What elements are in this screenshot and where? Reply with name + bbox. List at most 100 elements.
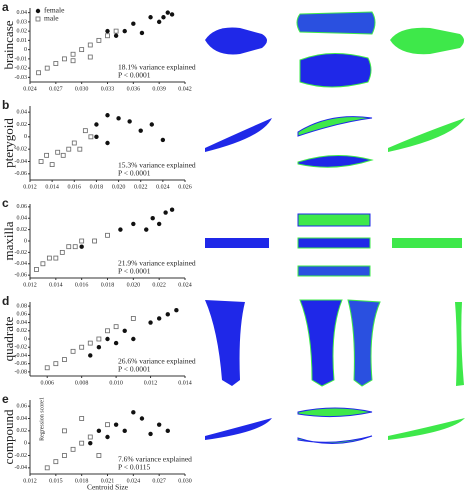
y-tick-label: -0.08 xyxy=(15,369,28,375)
row-label: maxilla xyxy=(1,221,16,260)
point xyxy=(122,428,127,434)
point xyxy=(127,119,132,124)
point xyxy=(161,15,166,20)
y-tick-label: 0 xyxy=(24,238,27,244)
point xyxy=(79,238,85,244)
point xyxy=(94,122,99,127)
y-tick-label: 0.04 xyxy=(17,320,28,326)
annotation: P < 0.0001 xyxy=(118,365,151,374)
point xyxy=(113,324,119,330)
point xyxy=(79,244,84,249)
point xyxy=(40,261,46,267)
x-tick-label: 0.024 xyxy=(23,86,37,92)
render xyxy=(299,52,372,88)
point xyxy=(113,422,119,427)
point xyxy=(105,113,110,118)
row-label: quadrate xyxy=(1,316,16,361)
point xyxy=(165,428,170,434)
bone-renders xyxy=(205,11,465,445)
point xyxy=(156,316,162,321)
render xyxy=(297,154,374,168)
x-tick-label: 0.039 xyxy=(152,86,166,92)
point xyxy=(36,70,42,76)
x-tick-label: 0.022 xyxy=(152,282,166,288)
point xyxy=(70,58,76,64)
point xyxy=(79,440,85,446)
point xyxy=(53,255,59,261)
point xyxy=(70,446,76,452)
y-tick-label: -0.04 xyxy=(15,159,28,165)
point xyxy=(44,65,50,71)
point xyxy=(38,159,44,164)
y-tick-label: -0.02 xyxy=(15,147,28,153)
point xyxy=(96,37,102,43)
point xyxy=(139,416,145,421)
render xyxy=(205,27,267,55)
point xyxy=(148,15,153,20)
render xyxy=(205,238,269,248)
y-tick-label: -0.02 xyxy=(15,453,28,459)
point xyxy=(34,267,39,272)
panel-letter: a xyxy=(2,0,9,14)
y-tick-label: -0.03 xyxy=(15,75,28,81)
render xyxy=(347,299,381,387)
y-tick-label: -0.06 xyxy=(15,273,28,279)
point xyxy=(160,137,166,143)
x-tick-label: 0.027 xyxy=(49,86,63,92)
point xyxy=(46,255,52,261)
point xyxy=(122,28,127,34)
x-tick-label: 0.042 xyxy=(178,86,192,92)
render xyxy=(392,238,462,248)
point xyxy=(96,345,102,350)
point xyxy=(156,422,162,427)
x-tick-label: 0.024 xyxy=(156,184,170,190)
point xyxy=(131,410,136,415)
point xyxy=(105,328,110,334)
point xyxy=(87,42,93,48)
y-tick-label: -0.06 xyxy=(15,361,28,367)
x-tick-label: 0.018 xyxy=(90,184,104,190)
x-tick-label: 0.018 xyxy=(75,478,89,484)
annotation: 26.6% variance explained xyxy=(118,357,196,366)
point xyxy=(139,30,145,36)
x-tick-label: 0.033 xyxy=(101,86,115,92)
annotation: P < 0.0001 xyxy=(118,169,151,178)
annotation: 18.1% variance explained xyxy=(118,63,196,72)
x-tick-label: 0.012 xyxy=(23,282,37,288)
point xyxy=(88,134,94,140)
x-tick-label: 0.016 xyxy=(68,184,82,190)
x-tick-label: 0.010 xyxy=(109,380,123,386)
point xyxy=(53,361,59,367)
point xyxy=(59,249,65,255)
render xyxy=(297,435,373,445)
legend-marker xyxy=(35,8,41,14)
y-axis-label: Regression score1 xyxy=(39,397,45,441)
point xyxy=(88,440,93,446)
y-tick-label: 0.04 xyxy=(17,110,28,116)
point xyxy=(87,434,93,440)
x-tick-label: 0.024 xyxy=(178,282,192,288)
render xyxy=(205,118,272,152)
x-tick-label: 0.030 xyxy=(178,478,192,484)
point xyxy=(105,140,110,146)
render xyxy=(297,116,373,137)
point xyxy=(149,122,154,127)
render xyxy=(455,302,464,386)
point xyxy=(163,210,168,215)
y-tick-label: 0.01 xyxy=(17,38,28,44)
point xyxy=(148,320,153,325)
point xyxy=(70,51,76,57)
y-tick-label: 0.02 xyxy=(17,328,28,334)
y-tick-label: -0.01 xyxy=(15,56,28,62)
point xyxy=(105,434,110,440)
point xyxy=(131,336,136,342)
render xyxy=(390,27,464,55)
point xyxy=(44,365,50,371)
point xyxy=(87,340,93,346)
point xyxy=(105,33,110,39)
x-tick-label: 0.020 xyxy=(112,184,126,190)
point xyxy=(53,61,59,66)
x-tick-label: 0.026 xyxy=(178,184,192,190)
point xyxy=(105,28,110,34)
render xyxy=(297,237,371,249)
